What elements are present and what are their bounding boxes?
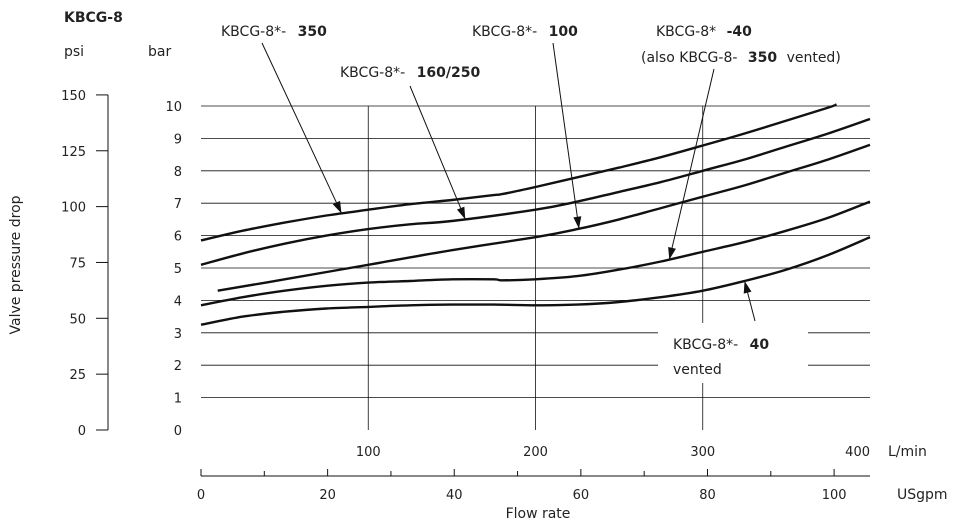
bar-tick-7: 7 (174, 197, 182, 212)
bar-tick-3: 3 (174, 327, 182, 342)
label-40-note: (also KBCG-8- 350 vented) (641, 50, 841, 66)
label-160-250: KBCG-8*- 160/250 (340, 65, 480, 81)
leader-arrows (261, 42, 756, 322)
psi-tick-0: 0 (78, 424, 86, 439)
leader-s350 (261, 42, 342, 214)
leader-arrowhead-s100 (573, 216, 582, 229)
curve-s160 (200, 117, 871, 266)
bar-tick-0: 0 (174, 424, 182, 439)
model-title: KBCG-8 (64, 10, 123, 26)
usgpm-tick-60: 60 (573, 488, 590, 503)
usgpm-tick-100: 100 (822, 488, 847, 503)
leader-s160 (409, 85, 466, 220)
psi-unit-label: psi (64, 44, 84, 60)
label-40-note-bold: 350 (748, 50, 777, 66)
label-40v: KBCG-8*- 40 (673, 337, 769, 353)
label-40v-background (658, 323, 808, 383)
curve-s40 (200, 200, 871, 307)
leader-s40v (743, 280, 756, 322)
leader-arrowhead-s160 (456, 206, 466, 220)
x-axis-title: Flow rate (506, 506, 571, 522)
label-350-bold: 350 (298, 24, 327, 40)
bar-tick-4: 4 (174, 294, 182, 309)
label-40-bold: -40 (727, 24, 753, 40)
leader-line-s160 (409, 85, 466, 220)
leader-line-s40 (668, 68, 715, 260)
curve-s100 (217, 143, 871, 292)
bar-tick-6: 6 (174, 230, 182, 245)
label-40v-bold: 40 (750, 337, 770, 353)
label-100: KBCG-8*- 100 (472, 24, 578, 40)
bar-tick-1: 1 (174, 392, 182, 407)
label-100-bold: 100 (549, 24, 578, 40)
y-axis-title: Valve pressure drop (8, 195, 24, 334)
usgpm-tick-20: 20 (319, 488, 336, 503)
bar-unit-label: bar (148, 44, 171, 60)
series-annotations: KBCG-8*- 350 KBCG-8*- 160/250 KBCG-8*- 1… (221, 24, 841, 383)
psi-tick-125: 125 (61, 145, 86, 160)
leader-arrowhead-s40v (743, 280, 752, 294)
curve-s350 (200, 103, 837, 242)
lpm-tick-300: 300 (690, 445, 715, 460)
axes (96, 94, 870, 477)
usgpm-tick-40: 40 (446, 488, 463, 503)
label-160-250-prefix: KBCG-8*- (340, 65, 405, 81)
usgpm-unit-label: USgpm (897, 487, 948, 503)
label-40-prefix: KBCG-8* (656, 24, 716, 40)
lpm-tick-400: 400 (845, 445, 870, 460)
usgpm-tick-0: 0 (197, 488, 205, 503)
bar-tick-8: 8 (174, 165, 182, 180)
label-40-note-prefix: (also KBCG-8- (641, 50, 737, 66)
lpm-tick-100: 100 (356, 445, 381, 460)
label-40-note-suffix: vented) (787, 50, 841, 66)
label-160-250-bold: 160/250 (417, 65, 481, 81)
curve-s40v (200, 236, 871, 326)
leader-s40 (668, 68, 715, 260)
leader-arrowhead-s40 (668, 246, 676, 260)
leader-s100 (552, 42, 582, 229)
psi-tick-75: 75 (69, 256, 86, 271)
label-350-prefix: KBCG-8*- (221, 24, 286, 40)
psi-tick-50: 50 (69, 312, 86, 327)
lpm-unit-label: L/min (888, 444, 927, 460)
psi-tick-100: 100 (61, 201, 86, 216)
label-100-prefix: KBCG-8*- (472, 24, 537, 40)
label-40v-line2: vented (673, 362, 722, 378)
label-350: KBCG-8*- 350 (221, 24, 327, 40)
psi-tick-150: 150 (61, 89, 86, 104)
bar-tick-5: 5 (174, 262, 182, 277)
leader-line-s350 (261, 42, 342, 214)
leader-line-s100 (552, 42, 580, 229)
lpm-tick-200: 200 (523, 445, 548, 460)
psi-tick-25: 25 (69, 368, 86, 383)
bar-tick-2: 2 (174, 359, 182, 374)
label-40v-prefix: KBCG-8*- (673, 337, 738, 353)
leader-arrowhead-s350 (332, 200, 342, 214)
bar-tick-9: 9 (174, 132, 182, 147)
usgpm-tick-80: 80 (699, 488, 716, 503)
label-40: KBCG-8* -40 (656, 24, 752, 40)
bar-tick-10: 10 (165, 100, 182, 115)
curves (200, 103, 871, 326)
